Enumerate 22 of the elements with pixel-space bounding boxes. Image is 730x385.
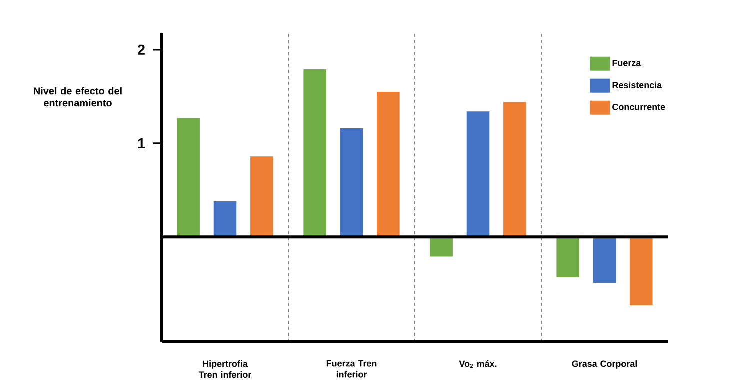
x-tick-label: Vo$_{2}$ máx.: [459, 360, 497, 368]
y-axis-title: Nivel de efecto del entrenamiento: [34, 87, 122, 107]
y-tick-label: 2: [138, 44, 145, 55]
legend-label: Resistencia: [612, 82, 662, 88]
y-tick-label: 1: [138, 138, 146, 148]
legend-label: Concurrente: [612, 104, 666, 110]
bar: [630, 237, 653, 306]
bar: [214, 202, 237, 238]
x-tick-label: Hipertrofia Tren inferior: [198, 360, 252, 378]
bar: [250, 156, 274, 238]
bar: [177, 118, 200, 238]
bar: [593, 237, 616, 284]
bar: [340, 128, 364, 238]
bar: [430, 237, 453, 257]
x-tick-label: Grasa Corporal: [572, 360, 638, 369]
bar: [556, 237, 580, 278]
bar: [304, 70, 326, 238]
bar: [377, 92, 400, 238]
legend-label: Fuerza: [612, 60, 642, 66]
x-tick-label: Fuerza Tren inferior: [326, 360, 377, 378]
bar: [466, 112, 490, 238]
bar: [504, 102, 526, 238]
